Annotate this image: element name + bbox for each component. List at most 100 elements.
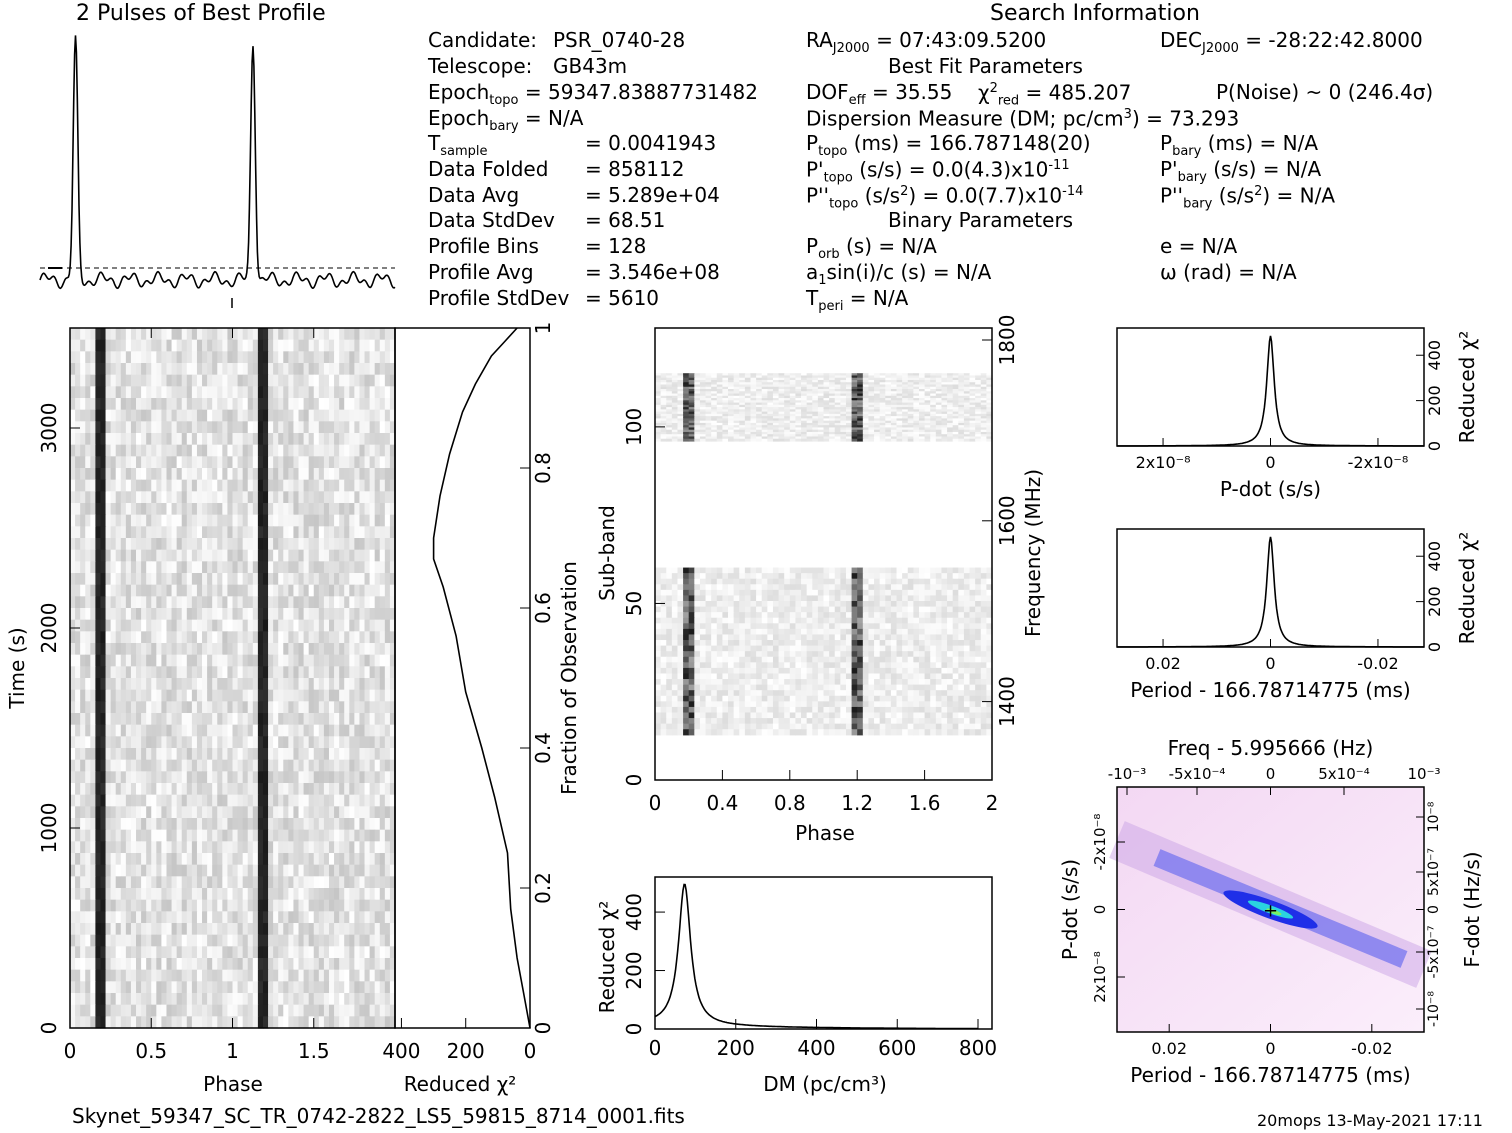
heatmap-cell [705,389,712,392]
heatmap-cell [339,771,345,784]
heatmap-cell [80,374,86,387]
heatmap-cell [232,829,239,842]
heatmap-cell [120,689,127,702]
heatmap-cell [930,389,937,392]
heatmap-cell [364,363,371,376]
heatmap-cell [262,596,269,609]
heatmap-cell [181,351,188,364]
heatmap-cell [389,888,396,901]
heatmap-cell [328,713,335,726]
heatmap-cell [744,384,752,388]
heatmap-cell [141,409,147,422]
heatmap-cell [694,382,701,386]
heatmap-cell [252,888,259,901]
heatmap-cell [156,514,163,527]
heatmap-cell [364,503,371,516]
heatmap-cell [845,379,853,383]
heatmap-cell [90,794,96,807]
heatmap-cell [364,969,371,982]
heatmap-cell [318,456,325,469]
heatmap-cell [257,853,264,866]
heatmap-cell [278,363,284,376]
heatmap-cell [344,888,350,901]
heatmap-cell [176,888,183,901]
heatmap-cell [273,1004,279,1017]
heatmap-cell [359,689,366,702]
heatmap-cell [262,748,269,761]
heatmap-cell [90,386,96,399]
heatmap-cell [671,411,679,415]
heatmap-cell [227,923,234,936]
heatmap-cell [303,444,310,457]
heatmap-cell [364,783,371,796]
heatmap-cell [913,384,920,388]
heatmap-cell [268,969,274,982]
heatmap-cell [70,1016,76,1029]
heatmap-cell [217,1004,223,1017]
heatmap-cell [801,400,808,404]
heatmap-cell [313,479,320,492]
heatmap-cell [840,398,847,401]
heatmap-cell [868,373,875,377]
heatmap-cell [293,853,300,866]
heatmap-cell [262,363,269,376]
heatmap-cell [283,398,289,411]
heatmap-cell [125,841,132,854]
heatmap-cell [130,503,137,516]
heatmap-cell [334,596,340,609]
heatmap-cell [862,384,870,388]
heatmap-cell [202,841,208,854]
heatmap-cell [125,619,132,632]
heatmap-cell [186,1004,193,1017]
heatmap-cell [151,456,157,469]
heatmap-cell [196,666,203,679]
heatmap-cell [242,1004,249,1017]
heatmap-cell [130,526,137,539]
heatmap-cell [293,503,300,516]
time-phase-heatmap [70,328,396,1029]
heatmap-cell [874,393,881,397]
heatmap-cell [655,404,662,408]
heatmap-cell [328,724,335,737]
heatmap-cell [283,549,289,562]
profile-line [39,35,396,290]
heatmap-cell [795,377,802,381]
heatmap-cell [252,363,259,376]
heatmap-cell [247,736,254,749]
heatmap-cell [975,377,982,381]
heatmap-cell [349,829,355,842]
heatmap-cell [303,771,310,784]
heatmap-cell [829,402,836,406]
heatmap-cell [222,759,229,772]
heatmap-cell [207,981,213,994]
heatmap-cell [379,678,386,691]
heatmap-cell [110,339,117,352]
heatmap-cell [364,771,371,784]
heatmap-cell [141,363,147,376]
heatmap-cell [334,608,340,621]
heatmap-cell [756,384,763,388]
heatmap-cell [379,631,386,644]
heatmap-cell [247,701,254,714]
heatmap-cell [298,853,305,866]
heatmap-cell [227,736,234,749]
heatmap-cell [313,736,320,749]
heatmap-cell [222,1004,229,1017]
heatmap-cell [90,969,96,982]
heatmap-cell [907,400,914,404]
heatmap-cell [90,818,96,831]
heatmap-cell [100,794,107,807]
heatmap-cell [817,402,825,406]
heatmap-cell [202,923,208,936]
heatmap-cell [328,736,335,749]
heatmap-cell [389,503,396,516]
heatmap-cell [237,794,244,807]
heatmap-cell [120,958,127,971]
heatmap-cell [80,363,86,376]
heatmap-cell [252,794,259,807]
heatmap-cell [339,841,345,854]
heatmap-cell [318,409,325,422]
heatmap-cell [212,538,218,551]
heatmap-cell [207,829,213,842]
heatmap-cell [257,888,264,901]
